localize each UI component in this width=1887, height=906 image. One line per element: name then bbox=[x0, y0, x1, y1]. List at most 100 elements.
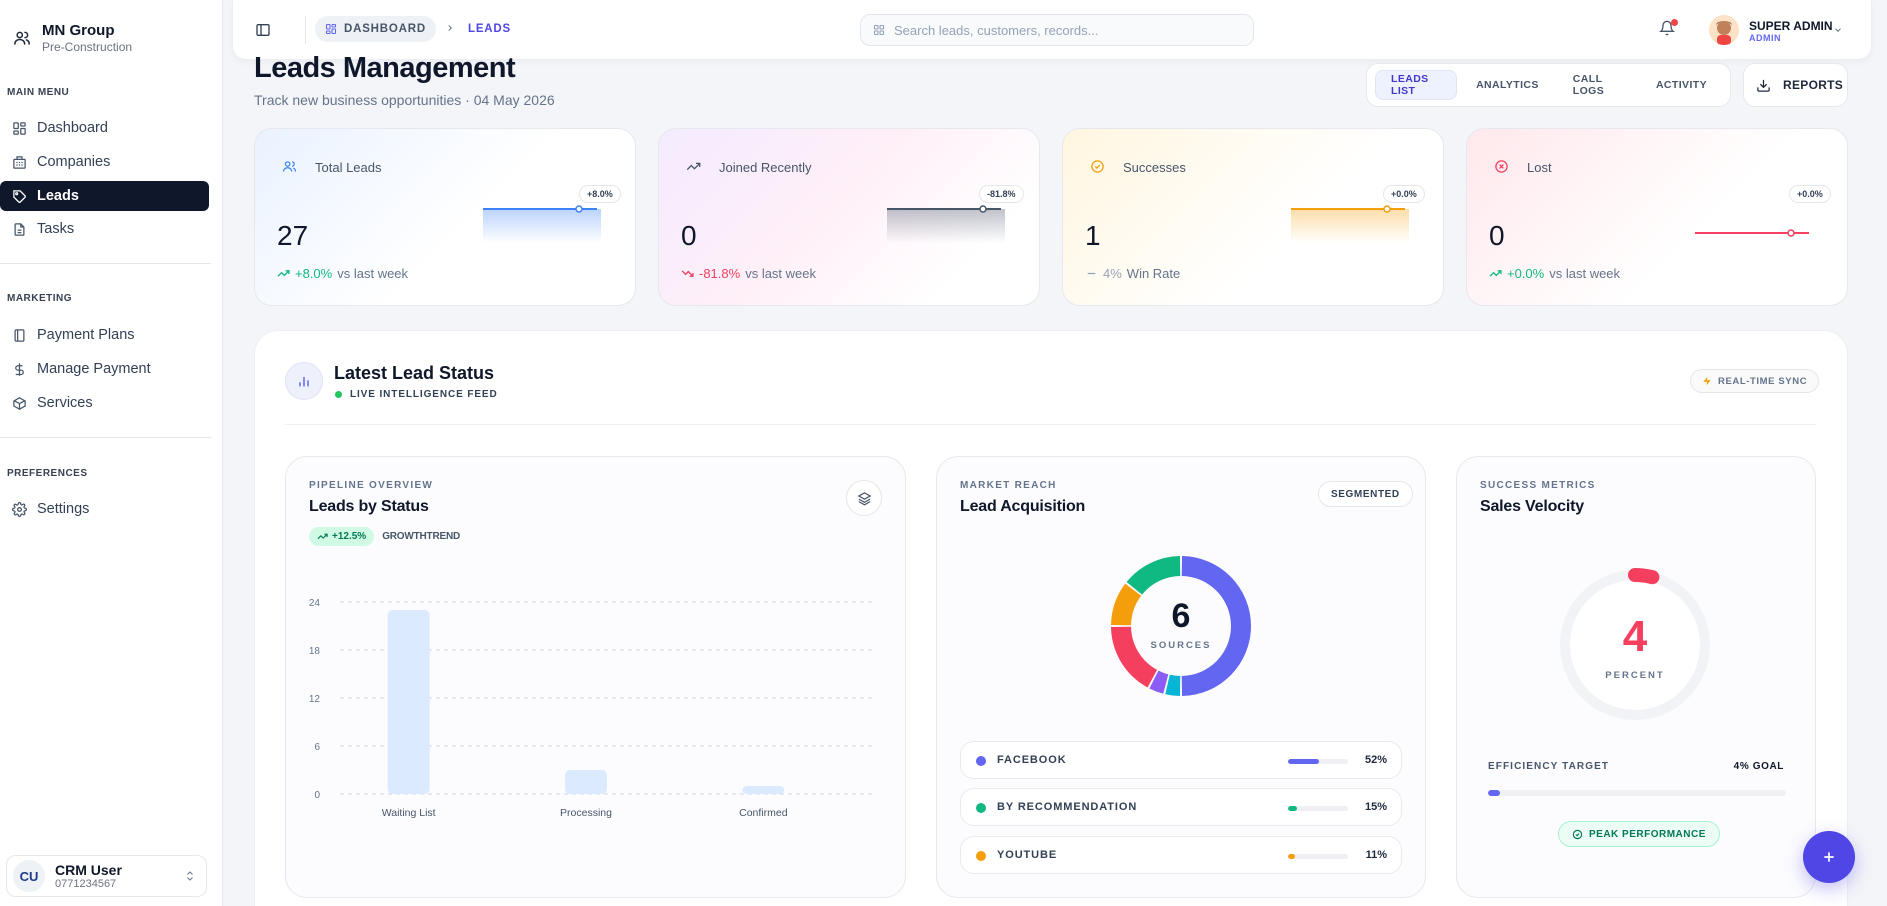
tab-leads-list[interactable]: LEADS LIST bbox=[1375, 70, 1458, 100]
legend-dot bbox=[976, 851, 986, 861]
stat-card-joined-recently[interactable]: Joined Recently 0 -81.8% vs last week -8… bbox=[658, 128, 1040, 306]
check-circle-icon bbox=[1572, 829, 1583, 839]
stat-card-successes[interactable]: Successes 1 4% Win Rate +0.0% bbox=[1062, 128, 1444, 306]
bar bbox=[565, 770, 607, 794]
stat-card-lost[interactable]: Lost 0 +0.0% vs last week +0.0% bbox=[1466, 128, 1848, 306]
sidebar-item-manage-payment[interactable]: Manage Payment bbox=[0, 354, 209, 384]
source-name: YOUTUBE bbox=[997, 849, 1058, 861]
bell-icon[interactable] bbox=[1659, 20, 1675, 36]
source-name: BY RECOMMENDATION bbox=[997, 801, 1138, 813]
add-lead-button[interactable] bbox=[1803, 831, 1855, 883]
user-phone: 0771234567 bbox=[55, 878, 117, 890]
layers-button[interactable] bbox=[846, 480, 882, 516]
source-progress bbox=[1288, 854, 1348, 859]
chevron-down-icon[interactable] bbox=[1833, 25, 1843, 35]
bar-chart-icon bbox=[285, 362, 323, 400]
section-label-preferences: PREFERENCES bbox=[7, 468, 88, 479]
sidebar-divider bbox=[0, 437, 211, 438]
stat-suffix: vs last week bbox=[745, 266, 817, 281]
source-percent: 15% bbox=[1364, 801, 1387, 813]
sparkline bbox=[1695, 229, 1809, 237]
sidebar-item-payment-plans[interactable]: Payment Plans bbox=[0, 320, 209, 350]
donut-center-value: 6 bbox=[1171, 597, 1191, 635]
live-feed-label: LIVE INTELLIGENCE FEED bbox=[335, 389, 498, 400]
search-bar[interactable] bbox=[860, 14, 1254, 46]
sidebar-item-label: Tasks bbox=[37, 221, 75, 237]
source-row-recommendation[interactable]: BY RECOMMENDATION 15% bbox=[960, 788, 1402, 826]
minus-icon bbox=[1087, 272, 1096, 275]
x-tick-label: Confirmed bbox=[739, 807, 788, 819]
breadcrumb-current: LEADS bbox=[468, 23, 511, 35]
breadcrumb-label: DASHBOARD bbox=[344, 23, 426, 35]
reports-button[interactable]: REPORTS bbox=[1743, 63, 1848, 107]
sidebar-toggle-icon[interactable] bbox=[255, 22, 271, 38]
stat-value: 0 bbox=[681, 220, 697, 251]
efficiency-progress bbox=[1488, 790, 1786, 796]
velocity-eyebrow: SUCCESS METRICS bbox=[1480, 480, 1596, 491]
layers-icon bbox=[857, 491, 871, 505]
sidebar-item-label: Companies bbox=[37, 154, 111, 170]
growth-value: +12.5% bbox=[332, 531, 367, 542]
sidebar-item-label: Manage Payment bbox=[37, 361, 151, 377]
growth-label: GROWTHTREND bbox=[382, 531, 460, 542]
segmented-button[interactable]: SEGMENTED bbox=[1318, 481, 1413, 507]
brand-title: MN Group bbox=[42, 22, 115, 39]
sidebar-item-label: Dashboard bbox=[37, 120, 108, 136]
section-title: Latest Lead Status bbox=[334, 363, 495, 383]
stat-label: Lost bbox=[1527, 160, 1552, 175]
trend-down-icon bbox=[681, 270, 694, 277]
x-tick-label: Processing bbox=[560, 807, 612, 819]
donut-slice bbox=[1111, 626, 1158, 688]
stat-footer: 4% Win Rate bbox=[1085, 266, 1180, 281]
bar bbox=[387, 610, 430, 794]
sparkline bbox=[887, 205, 1005, 243]
source-row-facebook[interactable]: FACEBOOK 52% bbox=[960, 741, 1402, 779]
trend-up-icon bbox=[681, 154, 705, 178]
source-progress-fill bbox=[1288, 854, 1295, 859]
section-label-main-menu: MAIN MENU bbox=[7, 87, 70, 98]
y-tick-label: 12 bbox=[309, 694, 321, 705]
sidebar-item-companies[interactable]: Companies bbox=[0, 147, 209, 177]
acquisition-donut-chart bbox=[1111, 556, 1252, 696]
sparkline-tag: +8.0% bbox=[579, 185, 621, 203]
bar bbox=[742, 786, 785, 794]
tab-activity[interactable]: ACTIVITY bbox=[1655, 79, 1707, 91]
user-menu[interactable]: CU CRM User 0771234567 bbox=[6, 855, 207, 897]
stat-card-total-leads[interactable]: Total Leads 27 +8.0% vs last week +8.0% bbox=[254, 128, 636, 306]
y-tick-label: 0 bbox=[314, 790, 320, 801]
sidebar: MN Group Pre-Construction MAIN MENU Dash… bbox=[0, 0, 223, 906]
search-input[interactable] bbox=[894, 22, 1234, 38]
reports-label: REPORTS bbox=[1783, 78, 1844, 92]
donut-hole bbox=[1132, 577, 1230, 675]
dollar-icon bbox=[15, 362, 24, 376]
legend-dot bbox=[976, 756, 986, 766]
download-icon bbox=[1757, 79, 1770, 92]
breadcrumb-dashboard[interactable]: DASHBOARD bbox=[315, 16, 436, 42]
book-icon bbox=[14, 328, 25, 342]
donut-center-label: SOURCES bbox=[1150, 640, 1212, 651]
leads-by-status-chart: 0 6 12 18 24 Waiting List Processing Confirmed bbox=[309, 598, 872, 819]
tab-analytics[interactable]: ANALYTICS bbox=[1476, 79, 1539, 91]
tab-call-logs[interactable]: CALL LOGS bbox=[1572, 73, 1605, 97]
user-name: SUPER ADMIN bbox=[1749, 19, 1833, 33]
brand[interactable]: MN Group Pre-Construction bbox=[12, 22, 132, 54]
trend-up-icon bbox=[1489, 270, 1502, 277]
sidebar-item-dashboard[interactable]: Dashboard bbox=[0, 113, 209, 143]
source-progress-fill bbox=[1288, 759, 1320, 764]
avatar[interactable] bbox=[1709, 15, 1739, 45]
donut-slice bbox=[1165, 674, 1181, 696]
y-tick-label: 6 bbox=[314, 742, 320, 753]
stat-label: Joined Recently bbox=[719, 160, 812, 175]
dashboard-icon bbox=[325, 23, 337, 35]
sidebar-item-settings[interactable]: Settings bbox=[0, 494, 209, 524]
sidebar-item-leads[interactable]: Leads bbox=[0, 181, 209, 211]
peak-performance-badge[interactable]: PEAK PERFORMANCE bbox=[1558, 821, 1720, 847]
lightning-icon bbox=[1703, 376, 1711, 386]
peak-label: PEAK PERFORMANCE bbox=[1589, 828, 1706, 840]
real-time-sync-badge: REAL-TIME SYNC bbox=[1690, 369, 1820, 393]
source-row-youtube[interactable]: YOUTUBE 11% bbox=[960, 836, 1402, 874]
sync-label: REAL-TIME SYNC bbox=[1718, 375, 1808, 387]
sidebar-item-services[interactable]: Services bbox=[0, 388, 209, 418]
user-role: ADMIN bbox=[1749, 33, 1781, 43]
sidebar-item-tasks[interactable]: Tasks bbox=[0, 214, 209, 244]
